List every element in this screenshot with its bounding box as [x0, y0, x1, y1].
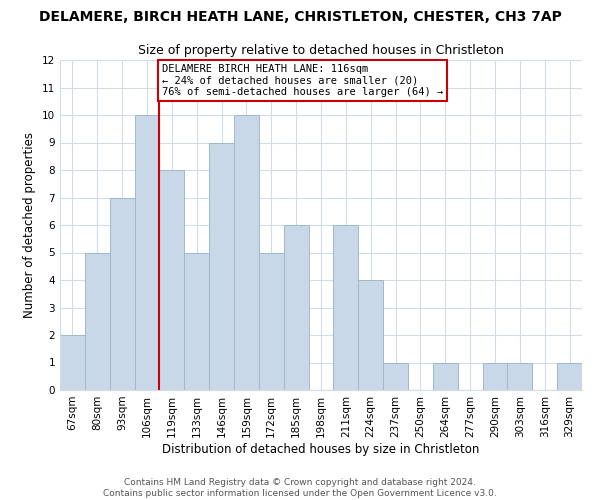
- Bar: [284, 225, 308, 390]
- Bar: [184, 252, 209, 390]
- Bar: [110, 198, 134, 390]
- Bar: [482, 362, 508, 390]
- Text: Contains HM Land Registry data © Crown copyright and database right 2024.
Contai: Contains HM Land Registry data © Crown c…: [103, 478, 497, 498]
- Bar: [234, 115, 259, 390]
- Text: DELAMERE, BIRCH HEATH LANE, CHRISTLETON, CHESTER, CH3 7AP: DELAMERE, BIRCH HEATH LANE, CHRISTLETON,…: [38, 10, 562, 24]
- Bar: [85, 252, 110, 390]
- Bar: [334, 225, 358, 390]
- Title: Size of property relative to detached houses in Christleton: Size of property relative to detached ho…: [138, 44, 504, 58]
- Bar: [209, 142, 234, 390]
- Y-axis label: Number of detached properties: Number of detached properties: [23, 132, 37, 318]
- X-axis label: Distribution of detached houses by size in Christleton: Distribution of detached houses by size …: [163, 442, 479, 456]
- Bar: [134, 115, 160, 390]
- Bar: [383, 362, 408, 390]
- Bar: [259, 252, 284, 390]
- Bar: [160, 170, 184, 390]
- Bar: [433, 362, 458, 390]
- Bar: [508, 362, 532, 390]
- Bar: [358, 280, 383, 390]
- Bar: [557, 362, 582, 390]
- Text: DELAMERE BIRCH HEATH LANE: 116sqm
← 24% of detached houses are smaller (20)
76% : DELAMERE BIRCH HEATH LANE: 116sqm ← 24% …: [162, 64, 443, 98]
- Bar: [60, 335, 85, 390]
